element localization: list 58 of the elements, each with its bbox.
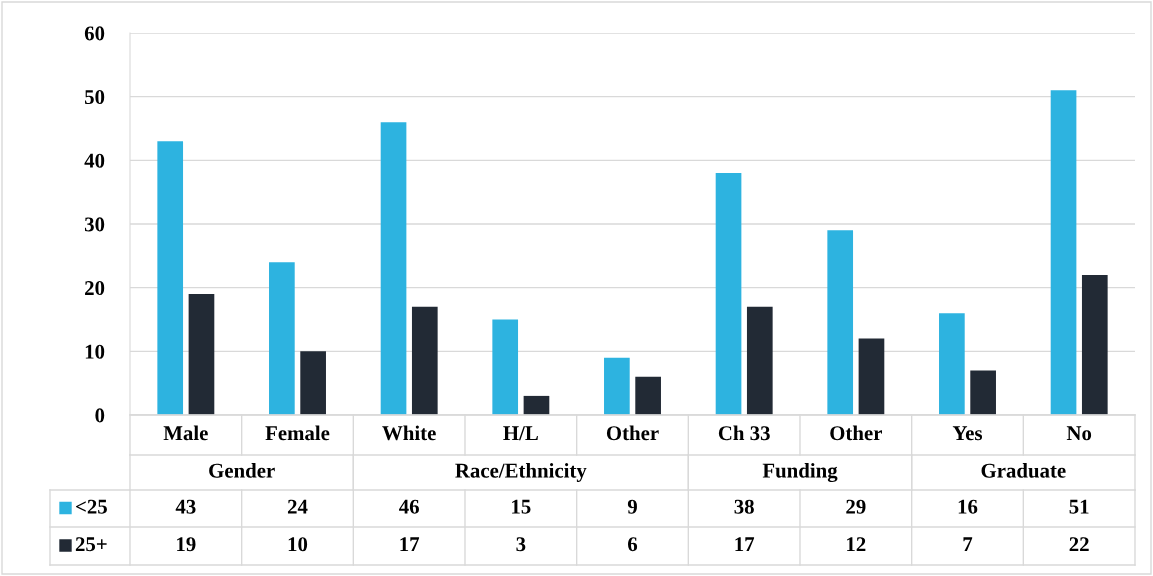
- data-label: 9: [627, 499, 637, 514]
- data-label: 19: [177, 537, 196, 552]
- data-label: 17: [735, 537, 755, 552]
- x-tick-label: Other: [830, 425, 882, 441]
- x-tick-label: Male: [163, 425, 208, 441]
- bar: [380, 122, 407, 415]
- x-tick-label: No: [1066, 426, 1092, 441]
- x-tick-label: Yes: [952, 426, 983, 441]
- y-tick-label: 10: [85, 344, 105, 359]
- legend-label: 25+: [75, 537, 107, 552]
- data-label: 17: [400, 537, 420, 552]
- data-label: 16: [958, 499, 978, 514]
- legend-label: <25: [76, 499, 107, 514]
- bar: [970, 370, 996, 415]
- data-label: 29: [846, 499, 866, 514]
- bar: [269, 262, 295, 415]
- bar: [635, 376, 661, 415]
- bar: [1050, 90, 1077, 415]
- bar: [300, 351, 326, 415]
- data-label: 46: [399, 499, 419, 514]
- y-tick-label: 0: [95, 408, 105, 423]
- bar: [1081, 274, 1108, 415]
- bar: [827, 230, 854, 415]
- text: Gender: [209, 463, 275, 478]
- x-tick-label: Ch 33: [718, 425, 770, 441]
- bar: [939, 313, 965, 415]
- text: Race/Ethnicity: [455, 463, 587, 482]
- data-label: 6: [628, 537, 638, 552]
- bar: [746, 306, 773, 415]
- data-label: 43: [175, 499, 196, 514]
- x-tick-label: White: [382, 425, 436, 441]
- data-label: 51: [1069, 499, 1089, 514]
- bar: [188, 294, 215, 415]
- data-label: 38: [734, 499, 754, 514]
- data-label: 7: [963, 537, 973, 552]
- bar: [157, 141, 184, 415]
- data-label: 22: [1069, 537, 1089, 552]
- y-tick-label: 20: [85, 281, 105, 296]
- bar: [858, 338, 885, 415]
- y-tick-label: 50: [85, 90, 105, 105]
- data-label: 15: [512, 499, 531, 514]
- data-label: 24: [287, 499, 308, 514]
- data-label: 12: [847, 537, 866, 552]
- bar: [604, 357, 630, 415]
- data-label: 10: [288, 537, 308, 552]
- y-tick-label: 60: [84, 26, 105, 41]
- bar: [492, 319, 519, 415]
- bar: [411, 306, 438, 415]
- bar: [715, 173, 742, 415]
- x-tick-label: Other: [606, 425, 659, 441]
- y-tick-label: 30: [84, 217, 105, 232]
- text: Graduate: [981, 463, 1066, 478]
- data-label: 3: [516, 537, 526, 552]
- bar: [523, 395, 550, 415]
- y-tick-label: 40: [84, 153, 105, 168]
- x-tick-label: H/L: [503, 426, 538, 441]
- text: Funding: [762, 462, 838, 483]
- x-tick-label: Female: [265, 425, 330, 441]
